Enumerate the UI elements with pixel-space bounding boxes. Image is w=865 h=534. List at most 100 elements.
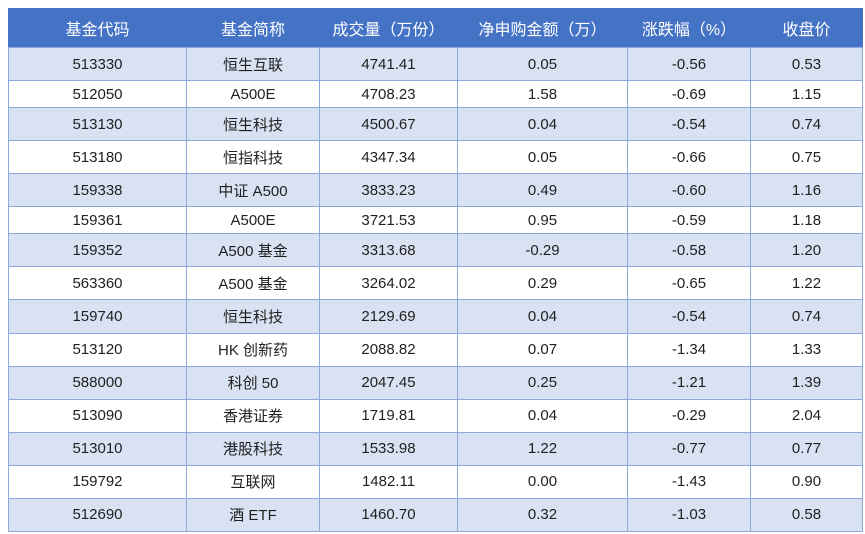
- column-header-fund-code[interactable]: 基金代码: [8, 8, 187, 48]
- table-cell[interactable]: A500 基金: [186, 266, 320, 301]
- table-cell[interactable]: -1.03: [627, 497, 751, 533]
- column-header-fund-name[interactable]: 基金简称: [186, 8, 320, 48]
- table-cell[interactable]: 513120: [8, 332, 187, 367]
- table-cell[interactable]: 159361: [8, 206, 187, 235]
- table-cell[interactable]: 2047.45: [319, 365, 458, 400]
- table-cell[interactable]: 4708.23: [319, 80, 458, 109]
- table-cell[interactable]: 588000: [8, 365, 187, 400]
- table-cell[interactable]: 科创 50: [186, 365, 320, 400]
- table-cell[interactable]: 0.29: [457, 266, 628, 301]
- table-cell[interactable]: 1.39: [750, 365, 863, 400]
- column-header-net-subscription[interactable]: 净申购金额（万）: [457, 8, 628, 48]
- table-cell[interactable]: 3313.68: [319, 233, 458, 268]
- table-cell[interactable]: A500E: [186, 206, 320, 235]
- table-cell[interactable]: -0.56: [627, 46, 751, 82]
- table-cell[interactable]: -0.54: [627, 107, 751, 142]
- table-cell[interactable]: -1.34: [627, 332, 751, 367]
- table-cell[interactable]: 0.05: [457, 140, 628, 175]
- table-cell[interactable]: 0.04: [457, 398, 628, 433]
- table-cell[interactable]: 港股科技: [186, 431, 320, 466]
- table-cell[interactable]: 0.25: [457, 365, 628, 400]
- table-cell[interactable]: -0.54: [627, 299, 751, 334]
- table-cell[interactable]: -1.21: [627, 365, 751, 400]
- table-cell[interactable]: 酒 ETF: [186, 497, 320, 533]
- table-cell[interactable]: 0.75: [750, 140, 863, 175]
- table-cell[interactable]: -0.65: [627, 266, 751, 301]
- table-cell[interactable]: 4500.67: [319, 107, 458, 142]
- table-cell[interactable]: -0.66: [627, 140, 751, 175]
- table-cell[interactable]: 159352: [8, 233, 187, 268]
- table-cell[interactable]: 513090: [8, 398, 187, 433]
- table-cell[interactable]: -0.29: [457, 233, 628, 268]
- table-cell[interactable]: 563360: [8, 266, 187, 301]
- table-cell[interactable]: -0.29: [627, 398, 751, 433]
- table-cell[interactable]: -0.58: [627, 233, 751, 268]
- table-cell[interactable]: 0.32: [457, 497, 628, 533]
- table-cell[interactable]: 2.04: [750, 398, 863, 433]
- table-cell[interactable]: 0.74: [750, 107, 863, 142]
- table-cell[interactable]: 1.22: [750, 266, 863, 301]
- table-cell[interactable]: 0.95: [457, 206, 628, 235]
- table-cell[interactable]: 0.58: [750, 497, 863, 533]
- table-cell[interactable]: 0.05: [457, 46, 628, 82]
- table-cell[interactable]: 1.58: [457, 80, 628, 109]
- table-cell[interactable]: 1482.11: [319, 464, 458, 499]
- table-cell[interactable]: 0.07: [457, 332, 628, 367]
- table-cell[interactable]: 159740: [8, 299, 187, 334]
- table-row: 513330 恒生互联 4741.41 0.05 -0.56 0.53: [8, 46, 863, 82]
- table-cell[interactable]: 1.33: [750, 332, 863, 367]
- table-cell[interactable]: 0.77: [750, 431, 863, 466]
- column-header-change-pct[interactable]: 涨跌幅（%）: [627, 8, 751, 48]
- table-cell[interactable]: 香港证券: [186, 398, 320, 433]
- table-row: 512050 A500E 4708.23 1.58 -0.69 1.15: [8, 80, 863, 109]
- table-cell[interactable]: -1.43: [627, 464, 751, 499]
- table-cell[interactable]: 中证 A500: [186, 173, 320, 208]
- table-cell[interactable]: 1719.81: [319, 398, 458, 433]
- table-cell[interactable]: 恒生科技: [186, 107, 320, 142]
- table-cell[interactable]: -0.77: [627, 431, 751, 466]
- table-cell[interactable]: 1.15: [750, 80, 863, 109]
- table-cell[interactable]: 1.18: [750, 206, 863, 235]
- table-cell[interactable]: 512050: [8, 80, 187, 109]
- table-cell[interactable]: 513180: [8, 140, 187, 175]
- table-cell[interactable]: 513330: [8, 46, 187, 82]
- table-cell[interactable]: 3721.53: [319, 206, 458, 235]
- table-cell[interactable]: 1460.70: [319, 497, 458, 533]
- table-cell[interactable]: 互联网: [186, 464, 320, 499]
- table-cell[interactable]: 1.22: [457, 431, 628, 466]
- column-header-volume[interactable]: 成交量（万份）: [319, 8, 458, 48]
- table-cell[interactable]: 512690: [8, 497, 187, 533]
- fund-table: 基金代码 基金简称 成交量（万份） 净申购金额（万） 涨跌幅（%） 收盘价 51…: [8, 8, 863, 533]
- table-cell[interactable]: 3833.23: [319, 173, 458, 208]
- table-cell[interactable]: 0.00: [457, 464, 628, 499]
- table-cell[interactable]: 恒指科技: [186, 140, 320, 175]
- table-cell[interactable]: A500 基金: [186, 233, 320, 268]
- table-cell[interactable]: 4741.41: [319, 46, 458, 82]
- table-cell[interactable]: 1533.98: [319, 431, 458, 466]
- table-cell[interactable]: 159792: [8, 464, 187, 499]
- table-cell[interactable]: 0.49: [457, 173, 628, 208]
- table-cell[interactable]: 1.16: [750, 173, 863, 208]
- table-cell[interactable]: 0.04: [457, 299, 628, 334]
- table-cell[interactable]: 513010: [8, 431, 187, 466]
- table-cell[interactable]: 3264.02: [319, 266, 458, 301]
- column-header-close-price[interactable]: 收盘价: [750, 8, 863, 48]
- table-cell[interactable]: 2129.69: [319, 299, 458, 334]
- table-cell[interactable]: 0.53: [750, 46, 863, 82]
- table-cell[interactable]: 159338: [8, 173, 187, 208]
- table-cell[interactable]: -0.59: [627, 206, 751, 235]
- table-cell[interactable]: 2088.82: [319, 332, 458, 367]
- table-cell[interactable]: 513130: [8, 107, 187, 142]
- table-cell[interactable]: A500E: [186, 80, 320, 109]
- table-cell[interactable]: 恒生互联: [186, 46, 320, 82]
- table-cell[interactable]: 0.04: [457, 107, 628, 142]
- table-cell[interactable]: 1.20: [750, 233, 863, 268]
- table-cell[interactable]: 0.90: [750, 464, 863, 499]
- table-cell[interactable]: -0.69: [627, 80, 751, 109]
- table-cell[interactable]: 4347.34: [319, 140, 458, 175]
- table-cell[interactable]: -0.60: [627, 173, 751, 208]
- table-cell[interactable]: 恒生科技: [186, 299, 320, 334]
- table-row: 513120 HK 创新药 2088.82 0.07 -1.34 1.33: [8, 332, 863, 367]
- table-cell[interactable]: HK 创新药: [186, 332, 320, 367]
- table-cell[interactable]: 0.74: [750, 299, 863, 334]
